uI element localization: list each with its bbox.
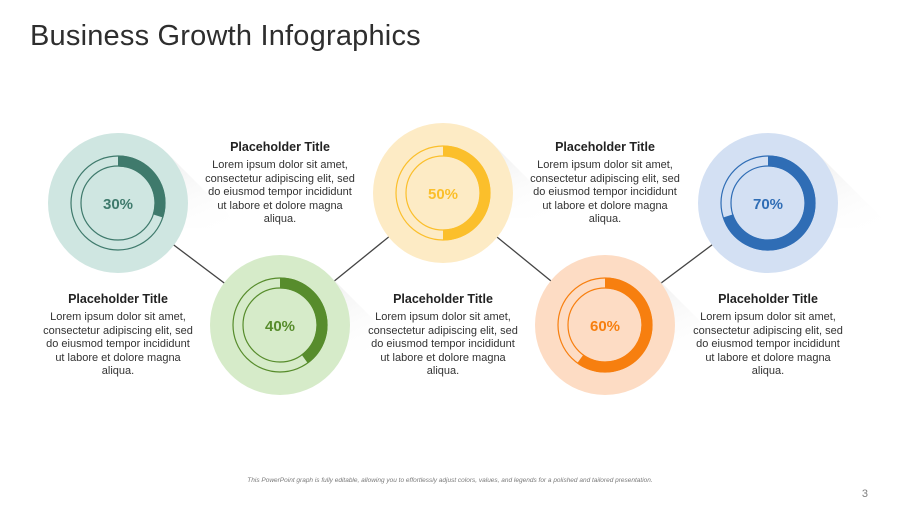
- donut-5: 70%: [698, 133, 838, 273]
- donut-value-label: 70%: [753, 196, 783, 213]
- text-block-title: Placeholder Title: [68, 292, 168, 306]
- text-block-title: Placeholder Title: [555, 140, 655, 154]
- donut-value-label: 30%: [103, 196, 133, 213]
- text-block-body: Lorem ipsum dolor sit amet, consectetur …: [368, 311, 518, 378]
- text-block-body: Lorem ipsum dolor sit amet, consectetur …: [530, 159, 680, 226]
- text-block-title: Placeholder Title: [230, 140, 330, 154]
- donut-value-arc: [722, 155, 816, 251]
- text-block-body: Lorem ipsum dolor sit amet, consectetur …: [205, 159, 355, 226]
- text-block-4: Placeholder Title Lorem ipsum dolor sit …: [530, 140, 680, 227]
- donut-value-label: 60%: [590, 318, 620, 335]
- donut-background: [48, 133, 188, 273]
- donut-value-label: 50%: [428, 186, 458, 203]
- donut-4: 60%: [535, 255, 675, 395]
- donut-value-arc: [442, 145, 491, 241]
- slide-title: Business Growth Infographics: [30, 20, 421, 52]
- donut-background: [373, 123, 513, 263]
- footnote: This PowerPoint graph is fully editable,…: [247, 477, 653, 484]
- text-block-5: Placeholder Title Lorem ipsum dolor sit …: [693, 292, 843, 379]
- donut-value-arc: [117, 155, 166, 218]
- donut-background: [535, 255, 675, 395]
- donut-2: 40%: [210, 255, 350, 395]
- donut-value-arc: [577, 277, 653, 373]
- text-block-title: Placeholder Title: [718, 292, 818, 306]
- donut-background: [210, 255, 350, 395]
- donut-value-label: 40%: [265, 318, 295, 335]
- text-block-1: Placeholder Title Lorem ipsum dolor sit …: [43, 292, 193, 379]
- text-block-title: Placeholder Title: [393, 292, 493, 306]
- donut-value-arc: [279, 277, 328, 364]
- page-number: 3: [861, 488, 868, 500]
- text-block-body: Lorem ipsum dolor sit amet, consectetur …: [693, 311, 843, 378]
- donut-3: 50%: [373, 123, 513, 263]
- donut-background: [698, 133, 838, 273]
- text-block-2: Placeholder Title Lorem ipsum dolor sit …: [205, 140, 355, 227]
- donut-1: 30%: [48, 133, 188, 273]
- text-block-body: Lorem ipsum dolor sit amet, consectetur …: [43, 311, 193, 378]
- text-block-3: Placeholder Title Lorem ipsum dolor sit …: [368, 292, 518, 379]
